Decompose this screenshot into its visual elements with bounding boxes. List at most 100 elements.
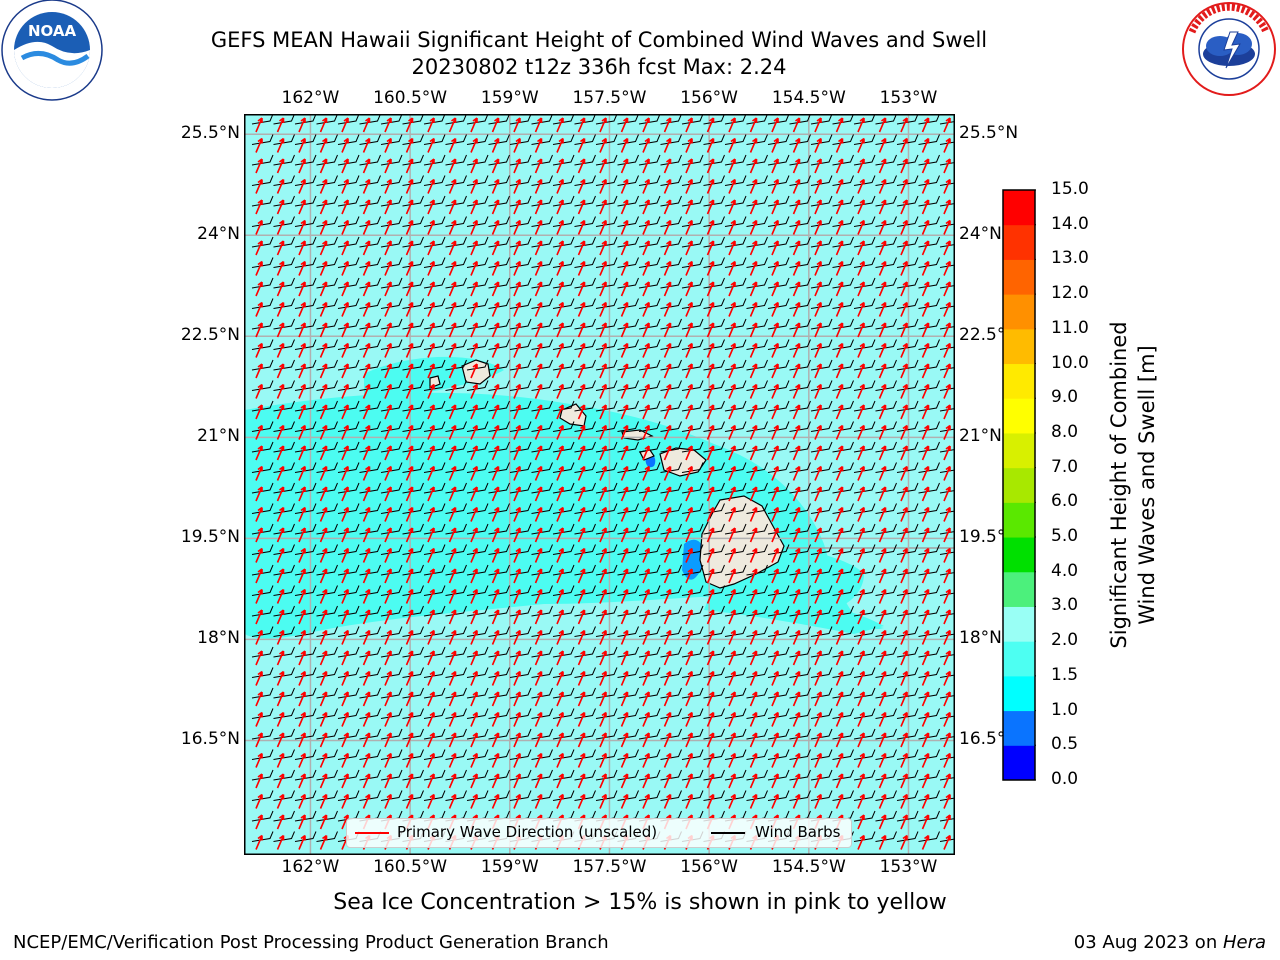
wave-arrow	[943, 609, 951, 625]
wind-barb	[316, 667, 338, 678]
wind-barb	[789, 708, 811, 719]
wind-barb	[509, 154, 532, 166]
wind-barb	[875, 790, 897, 801]
wave-arrow	[706, 650, 715, 666]
wind-barb	[875, 277, 897, 289]
wave-arrow	[943, 670, 951, 686]
wind-barb	[638, 646, 661, 658]
wave-arrow	[448, 609, 457, 625]
wave-arrow	[599, 650, 607, 666]
wave-arrow	[685, 117, 693, 133]
wave-arrow	[427, 260, 435, 276]
wave-arrow	[448, 301, 457, 317]
wind-barb	[509, 749, 532, 760]
wave-arrow	[384, 219, 392, 235]
wave-arrow	[921, 260, 930, 276]
wave-arrow	[491, 486, 500, 502]
wave-arrow	[448, 322, 457, 338]
wave-arrow	[620, 773, 629, 789]
wind-barb	[402, 667, 424, 678]
wave-arrow	[728, 199, 736, 215]
wind-barb	[294, 646, 317, 658]
wind-barb	[466, 134, 489, 145]
wind-barb	[380, 482, 403, 494]
wind-barb	[724, 216, 747, 227]
wind-barb	[896, 482, 919, 494]
wind-barb	[273, 482, 295, 494]
wind-barb	[853, 441, 876, 453]
wave-arrow	[448, 137, 457, 153]
wind-barb	[789, 626, 811, 637]
wind-barb	[509, 318, 532, 330]
wind-barb	[488, 236, 510, 248]
wave-arrow	[276, 342, 285, 358]
wave-arrow	[663, 732, 672, 748]
wind-barb	[853, 626, 876, 637]
wind-barb	[853, 380, 876, 391]
wind-barb	[531, 195, 553, 207]
wind-barb	[488, 318, 510, 330]
wave-arrow	[620, 137, 629, 153]
wave-arrow	[577, 281, 586, 297]
wind-barb	[746, 482, 768, 494]
wind-barb	[251, 810, 274, 822]
wind-barb	[810, 339, 833, 350]
wind-barb	[789, 769, 811, 781]
wave-arrow	[448, 691, 457, 707]
wind-barb	[423, 195, 446, 207]
wind-barb	[638, 298, 661, 309]
wind-barb	[875, 687, 897, 699]
wave-arrow	[276, 137, 285, 153]
wind-barb	[273, 339, 295, 350]
wind-barb	[595, 708, 618, 719]
wind-barb	[660, 114, 682, 125]
wave-arrow	[599, 424, 607, 440]
wind-barb	[445, 421, 467, 432]
wind-barb	[810, 462, 833, 473]
wind-barb	[660, 318, 682, 330]
wind-barb	[380, 277, 403, 289]
wave-arrow	[427, 424, 435, 440]
wind-barb	[595, 195, 618, 207]
wave-arrow	[599, 281, 607, 297]
legend-wave-line	[355, 832, 389, 834]
wind-barb	[918, 298, 940, 309]
wind-barb	[466, 544, 489, 555]
wind-barb	[939, 838, 955, 842]
wave-arrow	[255, 486, 263, 502]
wave-arrow	[792, 383, 801, 399]
wave-arrow	[255, 588, 263, 604]
wave-arrow	[728, 178, 736, 194]
wind-barb	[939, 141, 955, 145]
wind-barb	[402, 400, 424, 412]
wind-barb	[251, 708, 274, 719]
wave-arrow	[728, 793, 736, 809]
wave-arrow	[943, 178, 951, 194]
wave-arrow	[577, 732, 586, 748]
wind-barb	[853, 810, 876, 822]
wave-arrow	[427, 773, 435, 789]
wind-barb	[724, 687, 747, 699]
wave-arrow	[878, 773, 887, 789]
wind-barb	[832, 482, 854, 494]
wind-barb	[273, 462, 295, 473]
wind-barb	[617, 236, 639, 248]
wind-barb	[853, 257, 876, 268]
wave-arrow	[577, 158, 586, 174]
wave-arrow	[706, 404, 715, 420]
wave-arrow	[319, 814, 328, 830]
wave-arrow	[362, 383, 371, 399]
wave-arrow	[857, 670, 865, 686]
wave-arrow	[405, 445, 414, 461]
wind-barb	[853, 708, 876, 719]
wind-barb	[574, 482, 596, 494]
wind-barb	[273, 831, 295, 842]
wave-arrow	[319, 732, 328, 748]
axis-tick-label: 22.5°N	[180, 325, 240, 346]
wind-barb	[896, 277, 919, 289]
wave-arrow	[470, 301, 478, 317]
wave-arrow	[470, 650, 478, 666]
wind-barb	[703, 154, 725, 166]
wind-barb	[337, 359, 360, 371]
wave-arrow	[341, 363, 349, 379]
